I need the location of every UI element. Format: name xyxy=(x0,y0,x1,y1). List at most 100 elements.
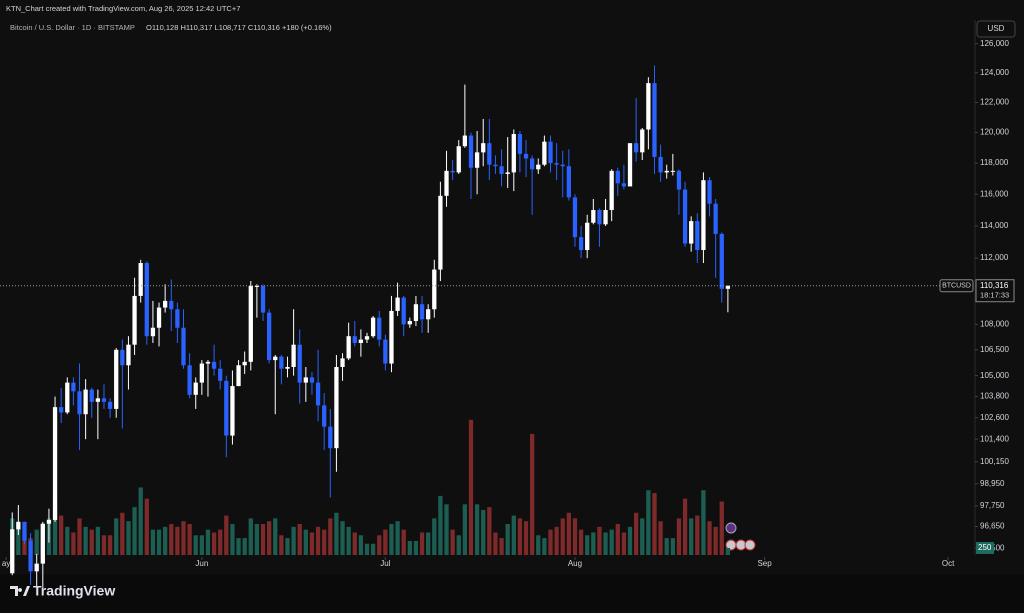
candle-body xyxy=(273,356,278,361)
volume-bar xyxy=(59,515,64,555)
candle-body xyxy=(285,366,290,369)
y-tick-label: 124,000 xyxy=(980,68,1009,77)
candle-body xyxy=(523,153,529,159)
volume-bar xyxy=(627,526,633,555)
candle-body xyxy=(187,365,192,395)
candle-body xyxy=(193,382,198,395)
candle-body xyxy=(236,365,241,387)
candle-body xyxy=(426,309,431,320)
volume-bar xyxy=(444,504,449,555)
candle-body xyxy=(487,143,492,165)
event-icon[interactable] xyxy=(725,522,737,534)
x-tick-label: Aug xyxy=(568,559,582,568)
volume-bar xyxy=(346,526,351,555)
volume-bar xyxy=(242,538,247,555)
volume-bar xyxy=(199,535,204,555)
candle-body xyxy=(10,529,15,574)
event-icon[interactable] xyxy=(744,539,756,551)
candle-body xyxy=(358,339,364,343)
symbol-tag-box xyxy=(939,279,974,293)
volume-bar xyxy=(156,529,162,555)
volume-bar xyxy=(505,524,510,555)
candle-body xyxy=(199,363,204,383)
countdown: 18:17:33 xyxy=(980,291,1009,300)
volume-bar xyxy=(285,538,290,555)
y-tick-label: 101,400 xyxy=(980,434,1009,443)
y-tick-label: 100,150 xyxy=(980,457,1009,466)
logo xyxy=(10,586,30,596)
volume-bar xyxy=(187,524,192,555)
volume-bar xyxy=(211,532,217,555)
candle-body xyxy=(542,141,547,165)
volume-bar xyxy=(560,518,565,555)
candle-body xyxy=(59,407,64,413)
currency-button[interactable] xyxy=(976,20,1016,38)
y-tick-label: 96,650 xyxy=(980,522,1005,531)
currency[interactable]: USD xyxy=(988,24,1005,33)
events[interactable] xyxy=(725,522,756,551)
price-label: 110,316 xyxy=(980,281,1009,290)
candle-body xyxy=(462,135,468,147)
volume-bar xyxy=(432,518,437,555)
brand: TradingView xyxy=(33,583,115,599)
y-tick-label: 106,500 xyxy=(980,345,1009,354)
volume-bar xyxy=(383,529,388,555)
y-tick-label: 97,750 xyxy=(980,501,1005,510)
volume-bar xyxy=(89,529,94,555)
volume-bar xyxy=(370,543,376,555)
volume-bar xyxy=(640,518,645,555)
volume-bar xyxy=(273,518,278,555)
candle-body xyxy=(315,382,321,406)
volume-label: 250 xyxy=(978,543,992,552)
volume-bar xyxy=(499,538,504,555)
candle-body xyxy=(71,382,76,392)
y-tick-label: 108,000 xyxy=(980,319,1009,328)
candle-body xyxy=(389,310,394,364)
candle-body xyxy=(297,344,302,383)
volume-bar xyxy=(701,490,706,555)
x-tick-label: Oct xyxy=(942,559,955,568)
volume-bar xyxy=(664,538,669,555)
volume-bar xyxy=(389,524,394,555)
volume-bar xyxy=(725,547,731,555)
candle-body xyxy=(28,540,33,572)
candle-body xyxy=(150,327,156,337)
volume-bar xyxy=(181,521,186,555)
candle-body xyxy=(169,300,174,310)
symbol: Bitcoin / U.S. Dollar · 1D · BITSTAMP xyxy=(10,23,135,32)
candle-body xyxy=(664,170,669,173)
volume-bar xyxy=(633,512,639,555)
candle-body xyxy=(334,366,339,449)
volume-bar xyxy=(364,543,370,555)
candle-body xyxy=(254,285,260,287)
volume-bar xyxy=(585,535,590,555)
volume-bar xyxy=(95,526,101,555)
volume-bar xyxy=(315,526,321,555)
candle-body xyxy=(689,221,694,244)
volume-bar xyxy=(340,521,345,555)
candle-body xyxy=(640,129,645,153)
x-tick-label: ay xyxy=(2,559,10,568)
volume-bar xyxy=(401,529,406,555)
candle-body xyxy=(658,156,663,173)
volume-bar xyxy=(248,518,253,555)
volume-bar xyxy=(523,521,529,555)
volume-bar xyxy=(689,518,694,555)
volume-bar xyxy=(621,532,627,555)
volume-bar xyxy=(236,538,241,555)
volume-bar xyxy=(609,529,614,555)
volume-bar xyxy=(16,524,21,555)
candle-body xyxy=(517,134,523,154)
volume-bar xyxy=(322,529,327,555)
candle-body xyxy=(536,164,541,170)
candle-body xyxy=(701,180,706,251)
candle-body xyxy=(218,368,223,381)
candle-body xyxy=(181,327,186,366)
candle-body xyxy=(474,152,480,168)
candle-body xyxy=(138,263,143,296)
candle-body xyxy=(328,426,333,449)
candle-body xyxy=(89,389,94,402)
volume-bar xyxy=(419,532,425,555)
candle-body xyxy=(633,143,639,153)
